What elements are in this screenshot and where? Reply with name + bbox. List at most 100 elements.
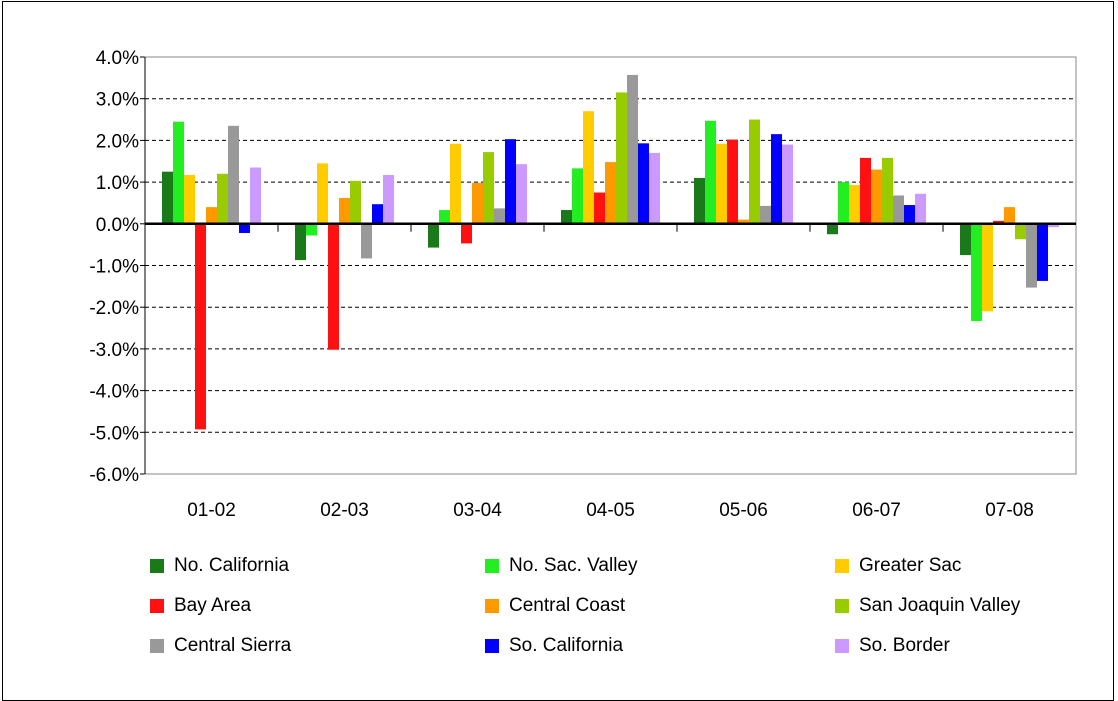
legend-label: Central Sierra xyxy=(174,635,292,656)
bar xyxy=(860,157,871,224)
bar xyxy=(428,223,439,248)
x-tick-label: 07-08 xyxy=(985,500,1034,521)
bar xyxy=(1026,223,1037,288)
legend-label: So. Border xyxy=(859,635,950,656)
bars xyxy=(162,74,1059,430)
x-tick-label: 05-06 xyxy=(719,500,768,521)
bar xyxy=(705,120,716,224)
bar xyxy=(250,167,261,224)
bar xyxy=(572,168,583,224)
legend-item: Greater Sac xyxy=(835,555,961,577)
y-tick-label: -5.0% xyxy=(89,423,139,444)
legend-item: Central Sierra xyxy=(150,635,291,657)
legend-item: Central Coast xyxy=(485,595,625,617)
bar xyxy=(1015,223,1026,240)
y-tick-label: 0.0% xyxy=(96,215,139,236)
y-tick-label: 3.0% xyxy=(96,90,139,111)
bar xyxy=(1037,223,1048,281)
bar xyxy=(827,223,838,235)
bar xyxy=(971,223,982,321)
bar xyxy=(694,177,705,224)
bar xyxy=(583,111,594,224)
y-tick-label: 1.0% xyxy=(96,173,139,194)
bar xyxy=(173,121,184,224)
bar xyxy=(217,173,228,224)
bar xyxy=(616,92,627,224)
bar xyxy=(771,134,782,224)
bar xyxy=(361,223,372,259)
legend-swatch xyxy=(835,639,849,653)
bar xyxy=(838,182,849,224)
bar xyxy=(483,152,494,224)
legend-swatch xyxy=(150,639,164,653)
legend-item: So. Border xyxy=(835,635,950,657)
x-tick-label: 03-04 xyxy=(453,500,502,521)
y-tick-label: 4.0% xyxy=(96,48,139,69)
bar xyxy=(638,143,649,224)
bar xyxy=(605,162,616,224)
bar xyxy=(749,119,760,224)
bar xyxy=(206,207,217,224)
bar xyxy=(339,197,350,224)
y-tick-label: -2.0% xyxy=(89,298,139,319)
bar xyxy=(383,175,394,224)
bar xyxy=(1048,223,1059,228)
bar xyxy=(716,143,727,224)
bar xyxy=(505,139,516,224)
bar xyxy=(162,171,173,224)
legend-swatch xyxy=(150,559,164,573)
legend-swatch xyxy=(485,559,499,573)
legend-label: No. California xyxy=(174,555,290,576)
bar xyxy=(649,152,660,224)
x-tick-labels: 01-02 02-03 03-04 04-05 05-06 06-07 07-08 xyxy=(187,500,1034,521)
bar xyxy=(461,223,472,244)
y-tick-label: -3.0% xyxy=(89,340,139,361)
bar xyxy=(439,210,450,224)
bar xyxy=(516,164,527,224)
legend-swatch xyxy=(835,559,849,573)
legend-label: No. Sac. Valley xyxy=(509,555,638,576)
bar xyxy=(627,74,638,224)
bar-chart: 4.0% 3.0% 2.0% 1.0% 0.0% -1.0% -2.0% -3.0% -4.0%… xyxy=(89,48,1077,521)
y-tick-label: -1.0% xyxy=(89,257,139,278)
legend-item: So. California xyxy=(485,635,623,657)
x-tick-label: 04-05 xyxy=(586,500,635,521)
x-tick-label: 02-03 xyxy=(320,500,369,521)
bar xyxy=(982,223,993,312)
bar xyxy=(317,163,328,224)
legend-label: San Joaquin Valley xyxy=(859,595,1021,616)
y-tick-label: 2.0% xyxy=(96,131,139,152)
bar xyxy=(893,195,904,224)
x-tick-label: 01-02 xyxy=(187,500,236,521)
axes xyxy=(144,56,1077,475)
bar xyxy=(871,169,882,224)
grid-lines xyxy=(140,56,1076,475)
legend-label: So. California xyxy=(509,635,624,656)
bar xyxy=(594,192,605,224)
legend-item: San Joaquin Valley xyxy=(835,595,1020,617)
legend-item: No. Sac. Valley xyxy=(485,555,637,577)
bar xyxy=(494,208,505,224)
bar xyxy=(561,210,572,224)
bar xyxy=(228,125,239,224)
legend-item: Bay Area xyxy=(150,595,251,617)
bar xyxy=(727,139,738,224)
bar xyxy=(993,220,1004,224)
bar xyxy=(904,205,915,224)
bar xyxy=(295,223,306,261)
bar xyxy=(472,182,483,224)
bar xyxy=(882,157,893,224)
bar xyxy=(328,223,339,350)
legend-label: Bay Area xyxy=(174,595,252,616)
legend-swatch xyxy=(485,599,499,613)
x-tick-label: 06-07 xyxy=(852,500,901,521)
legend-swatch xyxy=(150,599,164,613)
legend-label: Central Coast xyxy=(509,595,626,616)
y-tick-label: -4.0% xyxy=(89,382,139,403)
bar xyxy=(915,193,926,224)
legend-swatch xyxy=(485,639,499,653)
bar xyxy=(350,180,361,224)
bar xyxy=(184,175,195,224)
legend-label: Greater Sac xyxy=(859,555,962,576)
legend-swatch xyxy=(835,599,849,613)
